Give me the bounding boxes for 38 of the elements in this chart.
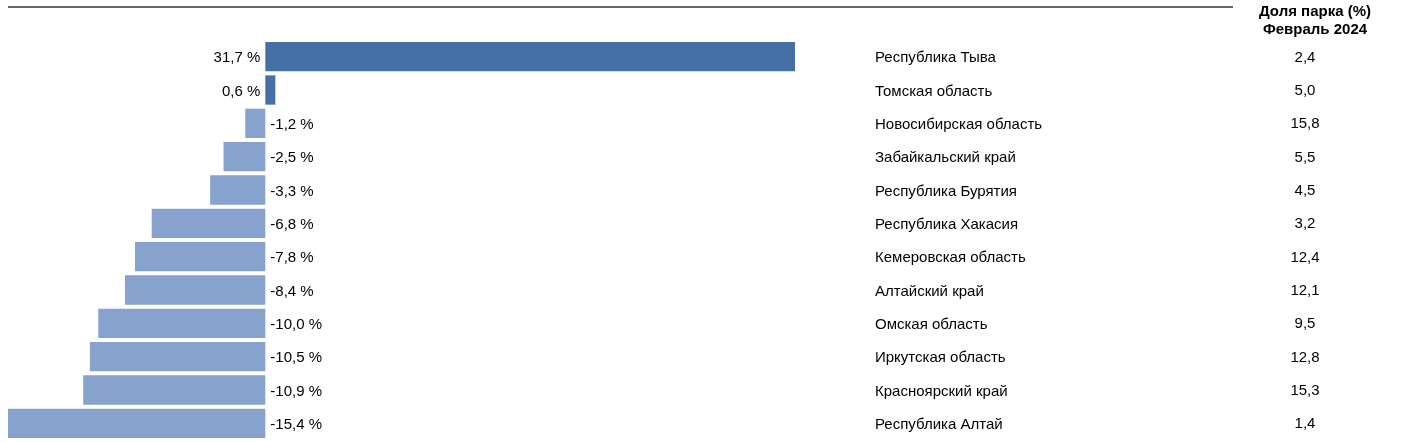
y-tick-label: Красноярский край bbox=[875, 381, 1008, 399]
y-tick-label: Алтайский край bbox=[875, 281, 984, 299]
y-tick-label: Забайкальский край bbox=[875, 148, 1016, 166]
data-label: -3,3 % bbox=[270, 181, 314, 199]
text: 3,2 bbox=[1293, 214, 1317, 232]
data-label: -8,4 % bbox=[270, 281, 314, 299]
text: Доля парка (%) bbox=[1258, 2, 1372, 19]
data-label: -7,8 % bbox=[270, 248, 314, 266]
data-label: -10,9 % bbox=[270, 381, 323, 399]
text: 12,1 bbox=[1289, 281, 1321, 298]
text: 5,0 bbox=[1293, 81, 1317, 98]
y-tick-label: Республика Бурятия bbox=[875, 181, 1017, 199]
y-tick-label: Омская область bbox=[875, 314, 988, 332]
text: 5,5 bbox=[1293, 147, 1317, 165]
y-tick-label: Томская область bbox=[875, 81, 993, 99]
data-label: -15,4 % bbox=[270, 414, 323, 432]
y-tick-label: Новосибирская область bbox=[875, 114, 1043, 132]
text: 2,4 bbox=[1293, 47, 1317, 65]
text: Февраль 2024 bbox=[1261, 20, 1369, 37]
text: 9,5 bbox=[1293, 314, 1317, 332]
data-label: -10,0 % bbox=[270, 314, 323, 332]
text: 15,8 bbox=[1289, 114, 1321, 132]
data-label: -1,2 % bbox=[270, 114, 314, 132]
y-tick-label: Иркутская область bbox=[875, 348, 1006, 366]
y-tick-label: Республика Алтай bbox=[875, 414, 1003, 432]
y-tick-label: Республика Хакасия bbox=[875, 214, 1019, 232]
data-label: -10,5 % bbox=[270, 348, 323, 366]
text: 15,3 bbox=[1289, 381, 1321, 398]
data-label: -2,5 % bbox=[270, 148, 314, 166]
text: 12,8 bbox=[1289, 347, 1321, 365]
data-label: 31,7 % bbox=[213, 48, 261, 66]
text: 12,4 bbox=[1289, 247, 1321, 265]
text: 4,5 bbox=[1293, 181, 1317, 198]
y-tick-label: Кемеровская область bbox=[875, 248, 1026, 266]
data-label: 0,6 % bbox=[221, 81, 261, 99]
text: 1,4 bbox=[1293, 414, 1317, 432]
data-label: -6,8 % bbox=[270, 214, 314, 232]
y-tick-label: Республика Тыва bbox=[875, 48, 997, 66]
